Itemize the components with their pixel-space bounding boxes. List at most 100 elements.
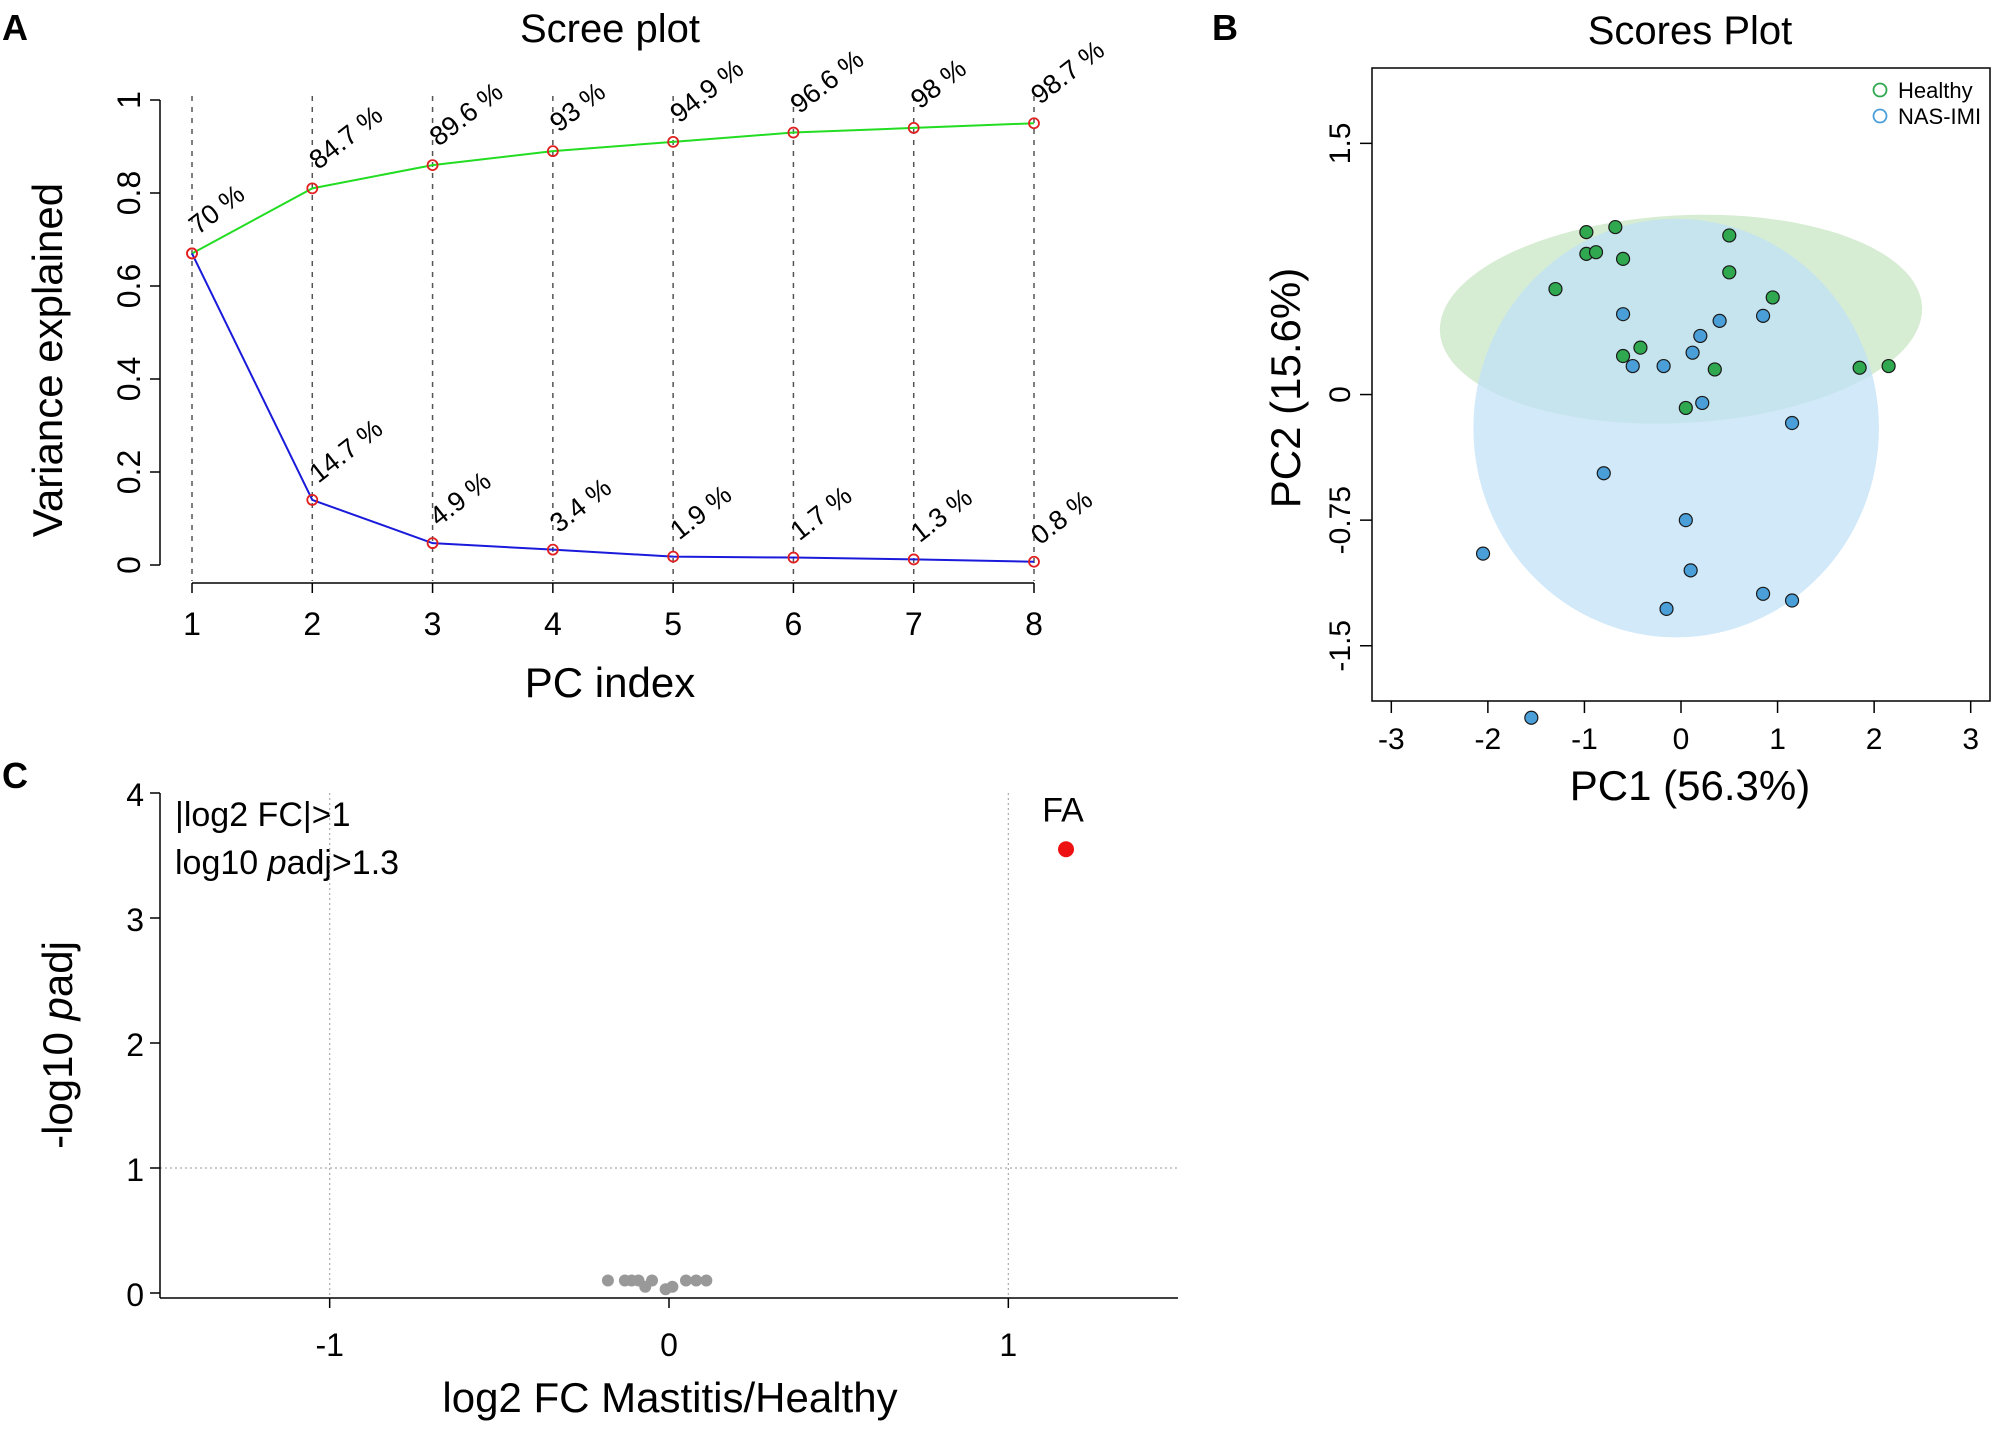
legend-label-nas-imi: NAS-IMI	[1898, 104, 1981, 129]
legend-marker-healthy	[1872, 82, 1888, 98]
scores-y-tick-label: 0	[1324, 386, 1357, 403]
score-point-nas-imi	[1475, 546, 1491, 561]
score-point-nas-imi	[1755, 308, 1771, 323]
scores-y-tick-label: 1.5	[1324, 122, 1357, 164]
scree-y-tick-label: 0.6	[111, 264, 147, 308]
scree-point-individual	[1028, 555, 1040, 568]
scree-y-tick-label: 1	[111, 91, 147, 109]
scree-x-tick-label: 1	[183, 606, 201, 642]
score-point-healthy	[1608, 219, 1623, 235]
scores-x-tick-label: -1	[1571, 723, 1598, 756]
scree-point-individual	[907, 553, 920, 566]
scree-data-label: 0.8 %	[1025, 484, 1098, 550]
volcano-y-tick-label: 3	[126, 902, 144, 938]
threshold-annotation-line: |log2 FC|>1	[175, 796, 350, 834]
score-point-healthy	[1615, 348, 1631, 364]
scree-y-tick-label: 0.2	[111, 450, 147, 494]
score-point-nas-imi	[1695, 395, 1710, 411]
legend-label-healthy: Healthy	[1898, 78, 1973, 103]
panel-label-c: C	[2, 755, 28, 796]
score-point-healthy	[1548, 281, 1563, 297]
volcano-point	[679, 1274, 692, 1287]
scree-point-cumulative	[546, 145, 559, 158]
score-point-nas-imi	[1683, 563, 1698, 578]
scores-x-tick-label: 2	[1866, 723, 1883, 756]
scree-point-cumulative	[667, 135, 680, 148]
score-point-nas-imi	[1625, 358, 1640, 374]
volcano-y-tick-label: 0	[126, 1277, 144, 1313]
scree-y-tick-label: 0.4	[111, 357, 147, 401]
score-point-nas-imi	[1784, 593, 1800, 608]
scree-y-axis-title: Variance explained	[24, 183, 71, 537]
score-point-nas-imi	[1755, 586, 1771, 601]
score-point-nas-imi	[1659, 601, 1674, 616]
score-point-healthy	[1722, 228, 1737, 243]
score-point-nas-imi	[1656, 358, 1671, 374]
score-point-healthy	[1633, 340, 1648, 355]
scores-x-axis-title: PC1 (56.3%)	[1570, 762, 1810, 809]
scree-plot-title: Scree plot	[520, 7, 700, 51]
score-point-healthy	[1881, 358, 1896, 374]
score-point-healthy	[1852, 360, 1867, 375]
score-point-nas-imi	[1712, 313, 1727, 328]
score-point-nas-imi	[1524, 710, 1539, 725]
scores-x-tick-label: 0	[1673, 723, 1690, 756]
volcano-y-tick-label: 2	[126, 1027, 144, 1063]
ellipse-nas-imi	[1473, 218, 1879, 638]
scree-series-line-cumulative	[191, 122, 1035, 255]
scree-data-label: 1.9 %	[664, 479, 737, 545]
scree-data-label: 70 %	[183, 179, 250, 241]
panel-label-a: A	[2, 7, 28, 48]
scores-plot-title: Scores Plot	[1588, 9, 1793, 53]
scree-y-tick-label: 0.8	[111, 171, 147, 215]
volcano-plot-panel: C log2 FC Mastitis/Healthy -log10 padj |…	[2, 755, 1178, 1421]
score-point-healthy	[1615, 251, 1631, 267]
scree-point-individual	[667, 550, 680, 563]
volcano-x-tick-label: 1	[999, 1327, 1017, 1363]
scores-x-tick-label: 3	[1962, 723, 1979, 756]
score-point-healthy	[1707, 362, 1722, 377]
scree-x-axis-title: PC index	[525, 659, 695, 706]
volcano-highlight-point	[1058, 841, 1075, 858]
score-point-nas-imi	[1784, 415, 1800, 431]
scree-point-cumulative	[306, 182, 319, 195]
scores-x-tick-label: 1	[1769, 723, 1786, 756]
scree-x-tick-label: 3	[424, 606, 442, 642]
score-point-nas-imi	[1678, 513, 1693, 528]
scree-x-tick-label: 2	[303, 606, 321, 642]
volcano-y-tick-label: 1	[126, 1152, 144, 1188]
volcano-point	[646, 1274, 659, 1287]
volcano-y-tick-label: 4	[126, 777, 144, 813]
scree-data-label: 1.3 %	[905, 482, 978, 548]
volcano-point	[690, 1274, 703, 1287]
scores-y-axis-title: PC2 (15.6%)	[1262, 268, 1309, 508]
volcano-x-tick-label: 0	[660, 1327, 678, 1363]
scree-x-tick-label: 6	[785, 606, 803, 642]
scree-data-label: 98 %	[905, 53, 972, 115]
scores-x-tick-label: -2	[1475, 723, 1502, 756]
scores-x-tick-label: -3	[1378, 723, 1405, 756]
scree-data-label: 84.7 %	[304, 100, 389, 175]
score-point-healthy	[1765, 290, 1780, 305]
scree-point-cumulative	[907, 122, 920, 134]
scree-data-label: 94.9 %	[664, 53, 749, 128]
volcano-y-axis-title: -log10 padj	[34, 941, 81, 1149]
scree-x-tick-label: 5	[664, 606, 682, 642]
scree-point-individual	[787, 551, 800, 564]
score-point-nas-imi	[1596, 466, 1611, 481]
score-point-healthy	[1722, 265, 1737, 280]
scores-y-tick-label: -0.75	[1324, 486, 1357, 554]
scree-point-individual	[546, 543, 559, 556]
volcano-highlight-label: FA	[1042, 791, 1084, 829]
scree-data-label: 98.7 %	[1025, 35, 1110, 110]
volcano-point	[700, 1274, 713, 1287]
scree-point-individual	[186, 247, 198, 260]
scree-data-label: 96.6 %	[785, 44, 870, 119]
scree-series-line-individual	[191, 253, 1035, 563]
volcano-x-axis-title: log2 FC Mastitis/Healthy	[442, 1374, 897, 1421]
volcano-x-tick-label: -1	[315, 1327, 343, 1363]
scree-x-tick-label: 8	[1025, 606, 1043, 642]
scree-y-tick-label: 0	[111, 556, 147, 574]
